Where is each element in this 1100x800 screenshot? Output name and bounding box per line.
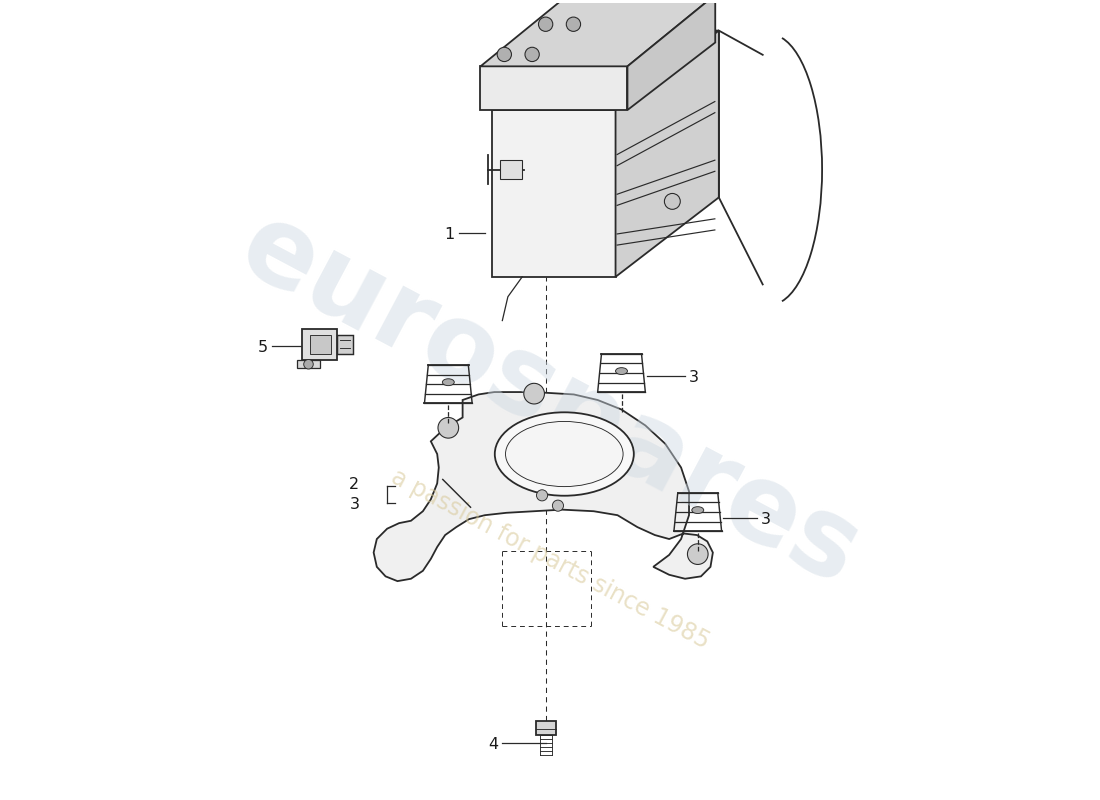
Polygon shape	[337, 335, 353, 354]
Ellipse shape	[442, 378, 454, 386]
Polygon shape	[500, 160, 521, 179]
Ellipse shape	[692, 506, 704, 514]
Text: 3: 3	[689, 370, 698, 386]
Polygon shape	[536, 721, 557, 735]
Polygon shape	[481, 66, 627, 110]
Polygon shape	[616, 30, 718, 277]
Circle shape	[537, 490, 548, 501]
Polygon shape	[310, 335, 331, 354]
Text: 3: 3	[350, 498, 360, 512]
Circle shape	[438, 418, 459, 438]
Circle shape	[497, 47, 512, 62]
Ellipse shape	[506, 422, 623, 486]
Polygon shape	[297, 360, 320, 368]
Polygon shape	[481, 0, 715, 66]
Text: 1: 1	[444, 227, 454, 242]
Polygon shape	[302, 329, 337, 360]
Text: 5: 5	[257, 340, 268, 355]
Circle shape	[566, 17, 581, 31]
Text: 4: 4	[488, 738, 498, 752]
Circle shape	[539, 17, 553, 31]
Text: 3: 3	[760, 512, 770, 526]
Ellipse shape	[495, 412, 634, 496]
Text: eurospares: eurospares	[222, 192, 878, 608]
Polygon shape	[493, 30, 718, 110]
Polygon shape	[374, 392, 713, 581]
Circle shape	[664, 194, 680, 210]
Circle shape	[688, 544, 708, 565]
Text: a passion for parts since 1985: a passion for parts since 1985	[387, 465, 713, 654]
Circle shape	[525, 47, 539, 62]
Circle shape	[552, 500, 563, 511]
Text: 2: 2	[349, 477, 360, 492]
Polygon shape	[493, 110, 616, 277]
Circle shape	[304, 359, 313, 369]
Ellipse shape	[616, 368, 627, 374]
Circle shape	[524, 383, 544, 404]
Polygon shape	[627, 0, 715, 110]
